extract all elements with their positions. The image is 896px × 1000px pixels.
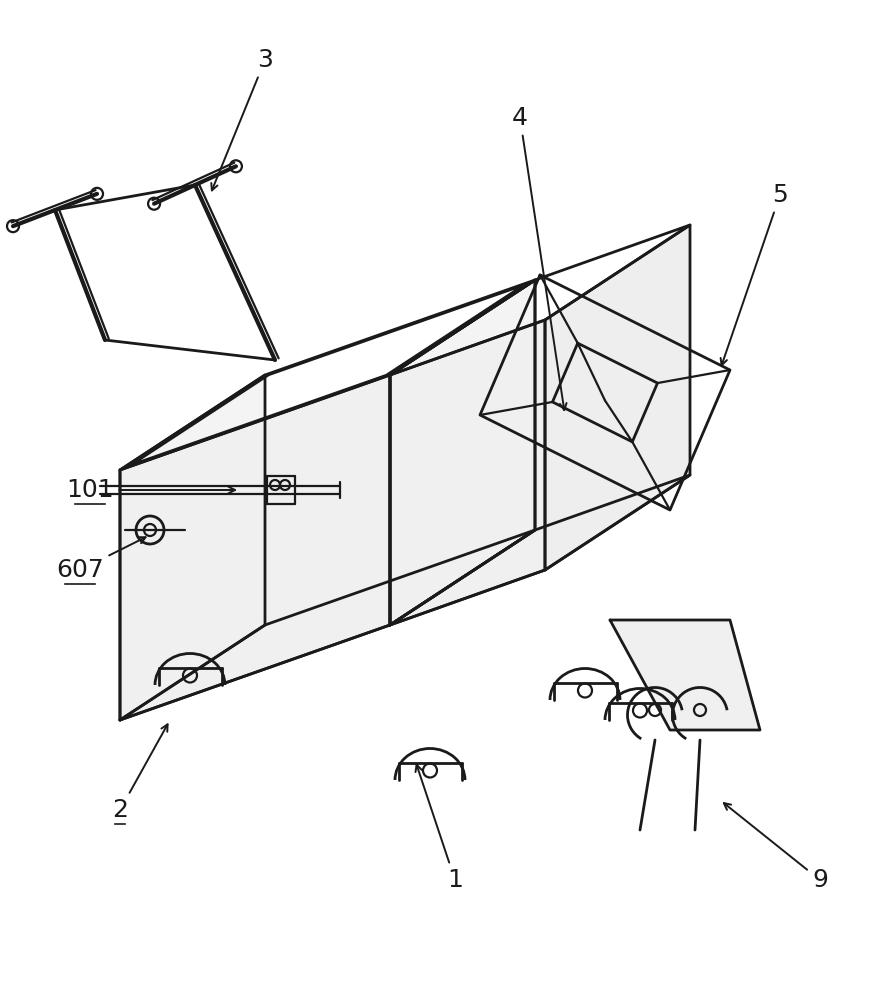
Text: 5: 5 <box>720 183 788 365</box>
Polygon shape <box>120 375 265 720</box>
Text: 4: 4 <box>512 106 566 410</box>
Polygon shape <box>390 280 535 625</box>
Text: 9: 9 <box>724 803 828 892</box>
Polygon shape <box>610 620 760 730</box>
Polygon shape <box>390 280 535 625</box>
Text: 2: 2 <box>112 724 168 822</box>
Text: 1: 1 <box>416 765 463 892</box>
Polygon shape <box>390 320 545 625</box>
Polygon shape <box>120 530 535 720</box>
Polygon shape <box>120 375 390 720</box>
Polygon shape <box>390 475 690 625</box>
Text: 3: 3 <box>211 48 273 190</box>
Text: 607: 607 <box>56 537 145 582</box>
Text: 101: 101 <box>66 478 235 502</box>
Polygon shape <box>390 225 690 375</box>
Polygon shape <box>545 225 690 570</box>
Polygon shape <box>120 280 535 470</box>
